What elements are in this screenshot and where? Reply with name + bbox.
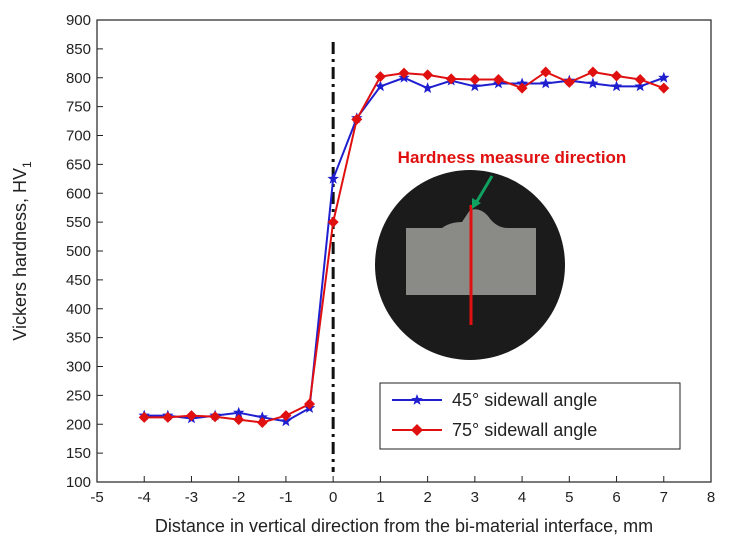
- data-point: [327, 216, 339, 228]
- data-point: [611, 70, 623, 82]
- y-tick-label: 300: [66, 359, 91, 376]
- data-point: [256, 411, 268, 423]
- y-tick-label: 500: [66, 243, 91, 260]
- annotation: Hardness measure direction: [398, 148, 627, 167]
- y-tick-label: 400: [66, 301, 91, 318]
- inset-photo: [375, 170, 565, 360]
- legend-box: [379, 382, 681, 450]
- annotation-arrow: [474, 175, 494, 204]
- data-point: [634, 80, 646, 92]
- data-point: [422, 69, 434, 81]
- y-label-subscript: 1: [20, 161, 34, 168]
- x-tick-label: 0: [329, 489, 337, 506]
- legend-label: 75° sidewall angle: [452, 420, 597, 440]
- annotation-arrowhead: [472, 198, 481, 209]
- data-point: [162, 411, 174, 423]
- x-tick-label: 7: [660, 489, 668, 506]
- x-tick-label: -4: [138, 489, 151, 506]
- data-point: [138, 411, 150, 423]
- x-tick-label: -2: [232, 489, 245, 506]
- legend-marker: [411, 394, 423, 405]
- y-tick-label: 250: [66, 387, 91, 404]
- x-axis-label: Distance in vertical direction from the …: [155, 516, 653, 536]
- y-tick-label: 150: [66, 445, 91, 462]
- data-point: [398, 67, 410, 79]
- data-point: [563, 76, 575, 88]
- y-tick-label: 900: [66, 12, 91, 29]
- y-tick-label: 800: [66, 70, 91, 87]
- x-tick-label: 3: [471, 489, 479, 506]
- data-point: [587, 66, 599, 78]
- y-tick-label: 200: [66, 416, 91, 433]
- legend-marker: [411, 424, 423, 436]
- data-point: [374, 71, 386, 83]
- data-point: [327, 172, 339, 184]
- x-tick-label: 6: [612, 489, 620, 506]
- x-tick-label: 2: [423, 489, 431, 506]
- data-point: [185, 410, 197, 422]
- data-point: [421, 82, 434, 93]
- y-label-text: Vickers hardness, HV: [10, 168, 30, 341]
- data-point: [233, 406, 245, 418]
- data-point: [469, 73, 481, 85]
- y-tick-label: 700: [66, 128, 91, 145]
- y-tick-label: 350: [66, 330, 91, 347]
- x-tick-label: -5: [90, 489, 103, 506]
- y-tick-label: 850: [66, 41, 91, 58]
- x-tick-label: 4: [518, 489, 526, 506]
- data-point: [610, 80, 623, 92]
- y-tick-label: 600: [66, 185, 91, 202]
- y-axis-label: Vickers hardness, HV1: [10, 161, 34, 341]
- data-point: [351, 113, 363, 125]
- data-point: [233, 414, 245, 426]
- data-point: [634, 73, 646, 85]
- data-point: [304, 398, 316, 410]
- x-tick-label: 5: [565, 489, 573, 506]
- data-point: [445, 73, 457, 85]
- data-point: [256, 417, 268, 429]
- plot: -5 -4 -3 -2 -1 0 1 2 3 4 5 6 7 8 100 150 200 250 300 350 400…: [66, 12, 715, 506]
- data-point: [516, 82, 528, 94]
- x-tick-label: 8: [707, 489, 715, 506]
- data-point: [540, 66, 552, 78]
- data-point: [469, 80, 481, 92]
- y-tick-label: 750: [66, 99, 91, 116]
- x-tick-label: -3: [185, 489, 198, 506]
- legend-label: 45° sidewall angle: [452, 390, 597, 410]
- y-tick-label: 100: [66, 474, 91, 491]
- data-point: [587, 77, 599, 89]
- data-point: [280, 410, 292, 422]
- data-point: [492, 73, 504, 85]
- data-point: [658, 82, 670, 94]
- data-point: [540, 77, 552, 89]
- data-point: [658, 71, 670, 83]
- y-tick-label: 550: [66, 214, 91, 231]
- x-tick-label: -1: [279, 489, 292, 506]
- data-point: [374, 80, 387, 92]
- y-tick-label: 650: [66, 156, 91, 173]
- legend: 45° sidewall angle 75° sidewall angle: [379, 382, 681, 450]
- y-tick-label: 450: [66, 272, 91, 289]
- data-point: [209, 411, 221, 423]
- x-tick-label: 1: [376, 489, 384, 506]
